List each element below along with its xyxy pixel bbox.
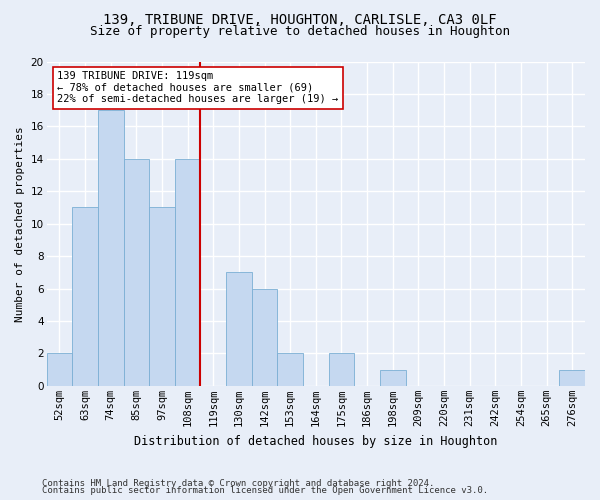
Y-axis label: Number of detached properties: Number of detached properties — [15, 126, 25, 322]
Bar — [251, 288, 277, 386]
Bar — [124, 159, 149, 386]
Bar — [72, 208, 98, 386]
Bar — [329, 354, 354, 386]
Text: 139 TRIBUNE DRIVE: 119sqm
← 78% of detached houses are smaller (69)
22% of semi-: 139 TRIBUNE DRIVE: 119sqm ← 78% of detac… — [58, 71, 338, 104]
Bar — [277, 354, 303, 386]
Bar — [175, 159, 200, 386]
Bar — [226, 272, 251, 386]
Bar — [47, 354, 72, 386]
Bar — [380, 370, 406, 386]
Text: Contains HM Land Registry data © Crown copyright and database right 2024.: Contains HM Land Registry data © Crown c… — [42, 478, 434, 488]
Bar — [98, 110, 124, 386]
Bar — [149, 208, 175, 386]
X-axis label: Distribution of detached houses by size in Houghton: Distribution of detached houses by size … — [134, 434, 497, 448]
Bar — [559, 370, 585, 386]
Text: Size of property relative to detached houses in Houghton: Size of property relative to detached ho… — [90, 25, 510, 38]
Text: Contains public sector information licensed under the Open Government Licence v3: Contains public sector information licen… — [42, 486, 488, 495]
Text: 139, TRIBUNE DRIVE, HOUGHTON, CARLISLE, CA3 0LF: 139, TRIBUNE DRIVE, HOUGHTON, CARLISLE, … — [103, 12, 497, 26]
